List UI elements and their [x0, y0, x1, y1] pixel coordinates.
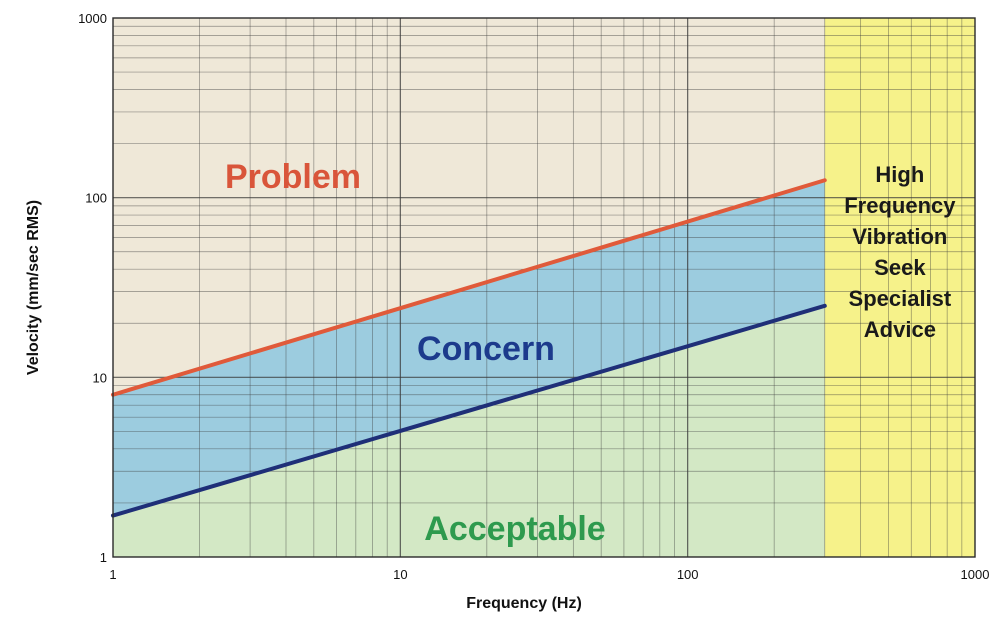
y-tick-label: 1 [100, 550, 107, 565]
problem-threshold-line [111, 178, 827, 397]
problem-label: Problem [225, 158, 361, 196]
high-frequency-region [824, 18, 975, 557]
line-layer [111, 178, 827, 518]
acceptable-label: Acceptable [424, 510, 605, 548]
high-frequency-label-line: High [875, 162, 924, 187]
high-frequency-label-line: Advice [864, 317, 936, 342]
high-frequency-label-line: Specialist [849, 286, 952, 311]
x-axis-title: Frequency (Hz) [466, 595, 582, 612]
concern-label: Concern [417, 330, 555, 368]
y-tick-label: 10 [93, 370, 107, 385]
high-frequency-label-line: Frequency [844, 193, 956, 218]
y-tick-label: 100 [85, 191, 107, 206]
x-tick-label: 100 [677, 567, 699, 582]
grid-layer [113, 18, 975, 557]
axis-layer: 1 10 100 1000 1 10 100 1000 Frequency (Hz) Veloci… [25, 11, 989, 612]
plot-frame [112, 17, 976, 558]
x-tick-label: 10 [393, 567, 407, 582]
x-tick-label: 1 [109, 567, 116, 582]
high-frequency-label-line: Vibration [852, 224, 947, 249]
y-axis-title: Velocity (mm/sec RMS) [25, 200, 42, 375]
y-tick-label: 1000 [78, 11, 107, 26]
x-tick-label: 1000 [961, 567, 990, 582]
concern-threshold-line [111, 303, 827, 518]
label-layer: Problem Concern Acceptable High Frequency Vib… [225, 158, 956, 548]
high-frequency-label-line: Seek [874, 255, 926, 280]
